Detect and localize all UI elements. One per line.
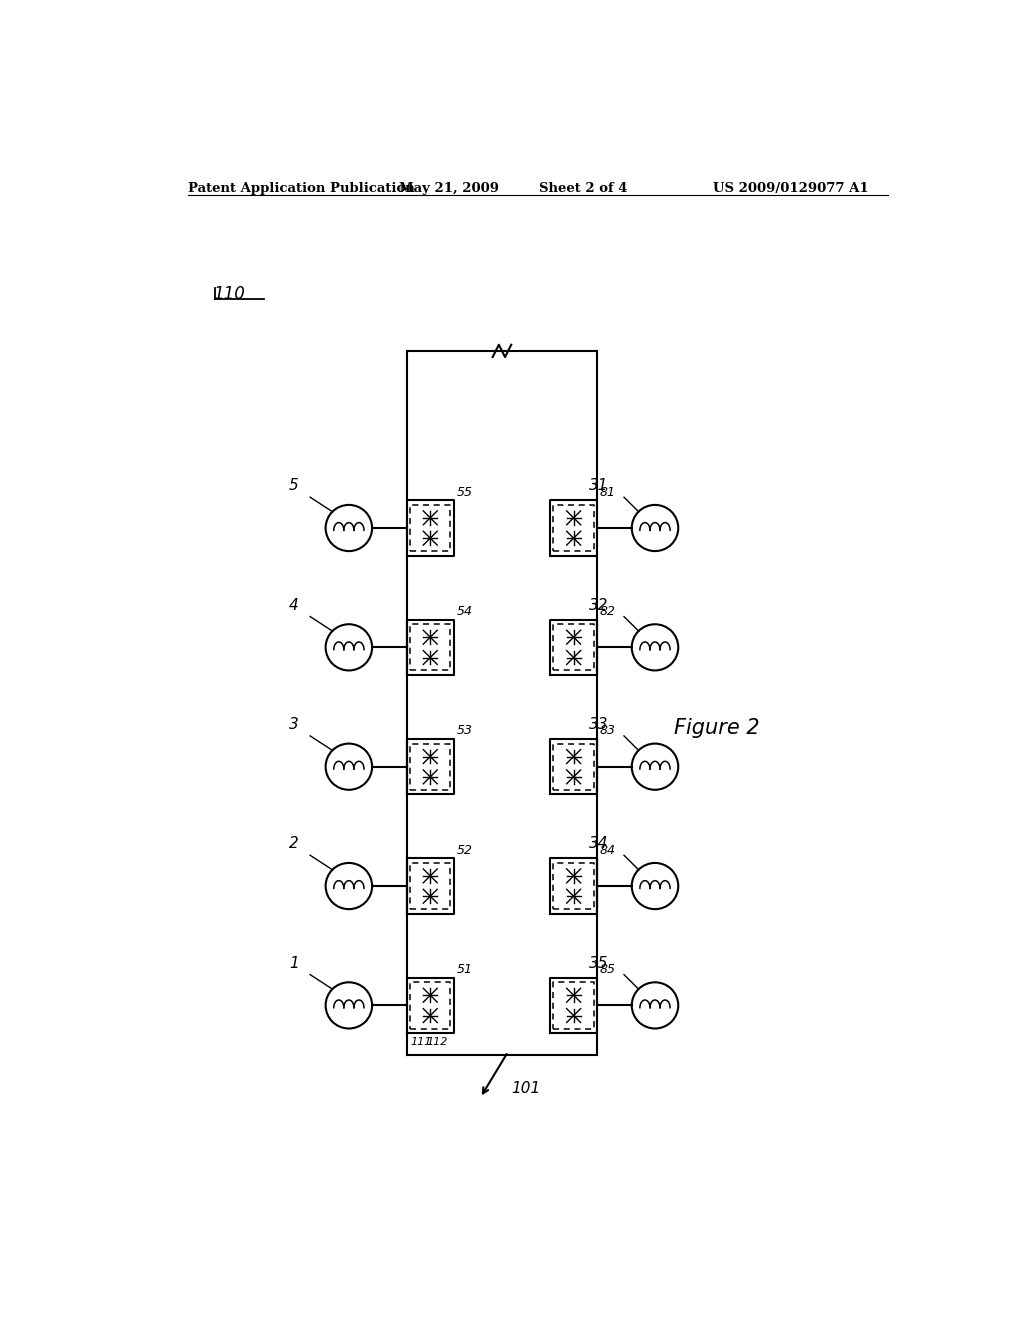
Text: Patent Application Publication: Patent Application Publication (188, 182, 415, 194)
Text: 55: 55 (457, 486, 473, 499)
Text: 82: 82 (600, 605, 616, 618)
Text: 112: 112 (426, 1038, 447, 1047)
Text: 51: 51 (457, 964, 473, 977)
Text: 4: 4 (289, 598, 299, 612)
Text: 101: 101 (511, 1081, 541, 1096)
Text: 52: 52 (457, 843, 473, 857)
Text: 54: 54 (457, 605, 473, 618)
Text: US 2009/0129077 A1: US 2009/0129077 A1 (713, 182, 868, 194)
Text: 1: 1 (289, 956, 299, 970)
Text: 84: 84 (600, 843, 616, 857)
Text: 32: 32 (589, 598, 608, 612)
Text: 5: 5 (289, 478, 299, 494)
Text: 33: 33 (589, 717, 608, 733)
Text: 85: 85 (600, 964, 616, 977)
Text: 81: 81 (600, 486, 616, 499)
Text: 111: 111 (410, 1038, 431, 1047)
Text: 2: 2 (289, 837, 299, 851)
Text: 34: 34 (589, 837, 608, 851)
Text: 83: 83 (600, 725, 616, 738)
Text: 35: 35 (589, 956, 608, 970)
Text: 31: 31 (589, 478, 608, 494)
Text: Sheet 2 of 4: Sheet 2 of 4 (539, 182, 628, 194)
Text: 3: 3 (289, 717, 299, 733)
Text: 110: 110 (213, 285, 245, 304)
Text: May 21, 2009: May 21, 2009 (399, 182, 500, 194)
Text: Figure 2: Figure 2 (675, 718, 760, 738)
Text: 53: 53 (457, 725, 473, 738)
